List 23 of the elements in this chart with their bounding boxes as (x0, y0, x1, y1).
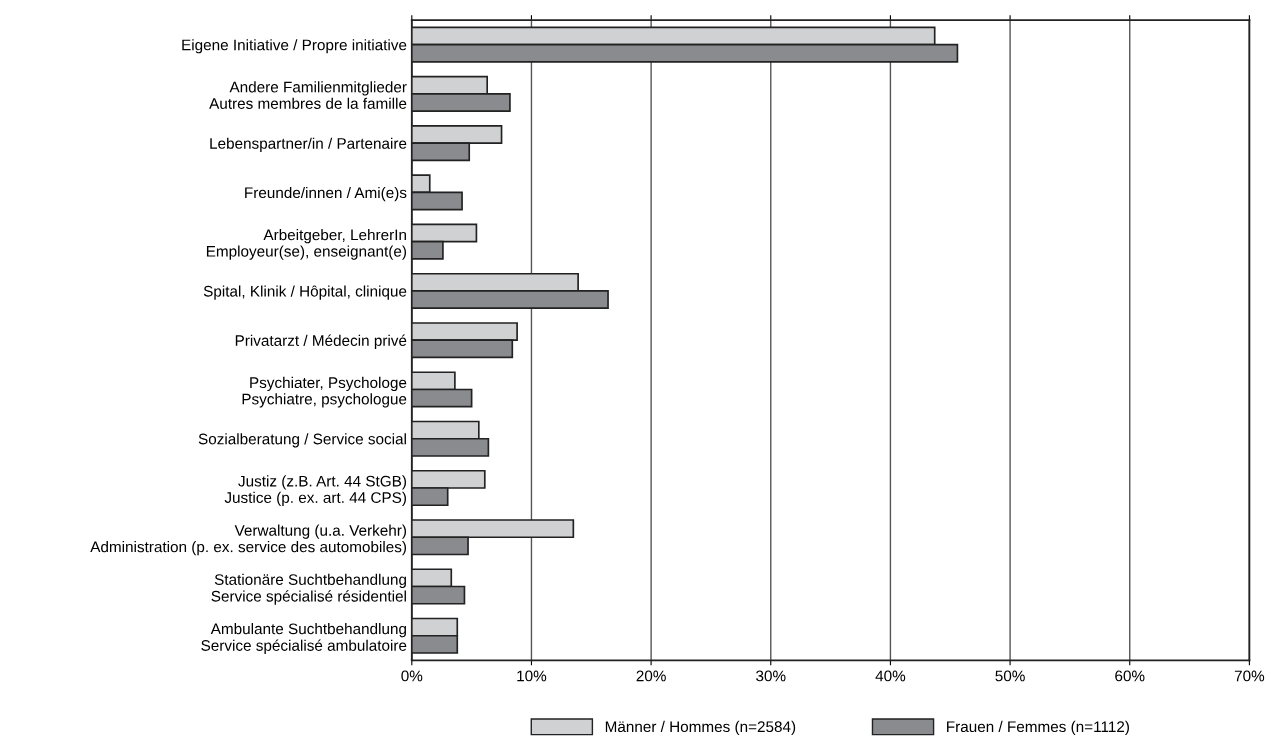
y-tick-label: Arbeitgeber, LehrerIn Employeur(se), enseignant(e) (206, 229, 407, 260)
y-tick-label: Spital, Klinik / Hôpital, clinique (203, 285, 407, 300)
y-tick-label: Lebenspartner/in / Partenaire (210, 137, 407, 152)
y-tick-label: Eigene Initiative / Propre initiative (182, 39, 407, 54)
y-tick-label: Stationäre Suchtbehandlung Service spécialisé résidentiel (211, 573, 406, 605)
y-tick-label: Andere Familienmitglieder Autres membres de la famille (209, 81, 407, 109)
x-tick-label: 50% (995, 670, 1025, 682)
x-tick-label: 10% (517, 670, 547, 682)
x-tick-label: 40% (875, 670, 906, 682)
y-tick-label: Verwaltung (u.a. Verkehr) Administration (p. ex. service des automobiles) (90, 524, 407, 556)
x-tick-label: 60% (1115, 670, 1145, 682)
legend-label: Männer / Hommes (n=2584) (605, 720, 796, 736)
y-tick-label: Freunde/innen / Ami(e)s (245, 186, 407, 202)
y-tick-label: Psychiater, Psychologe Psychiatre, psychologue (242, 376, 407, 408)
legend-label: Frauen / Femmes (n=1112) (947, 720, 1129, 736)
x-tick-label: 20% (636, 670, 666, 682)
y-tick-label: Sozialberatung / Service social (198, 433, 406, 448)
y-tick-label: Ambulante Suchtbehandlung Service spécialisé ambulatoire (201, 623, 407, 654)
x-tick-label: 70% (1234, 670, 1265, 682)
x-tick-label: 0% (401, 670, 423, 682)
y-tick-label: Privatarzt / Médecin privé (235, 334, 407, 349)
x-tick-label: 30% (756, 670, 786, 682)
y-tick-label: Justiz (z.B. Art. 44 StGB) Justice (p. ex. art. 44 CPS) (224, 475, 406, 507)
